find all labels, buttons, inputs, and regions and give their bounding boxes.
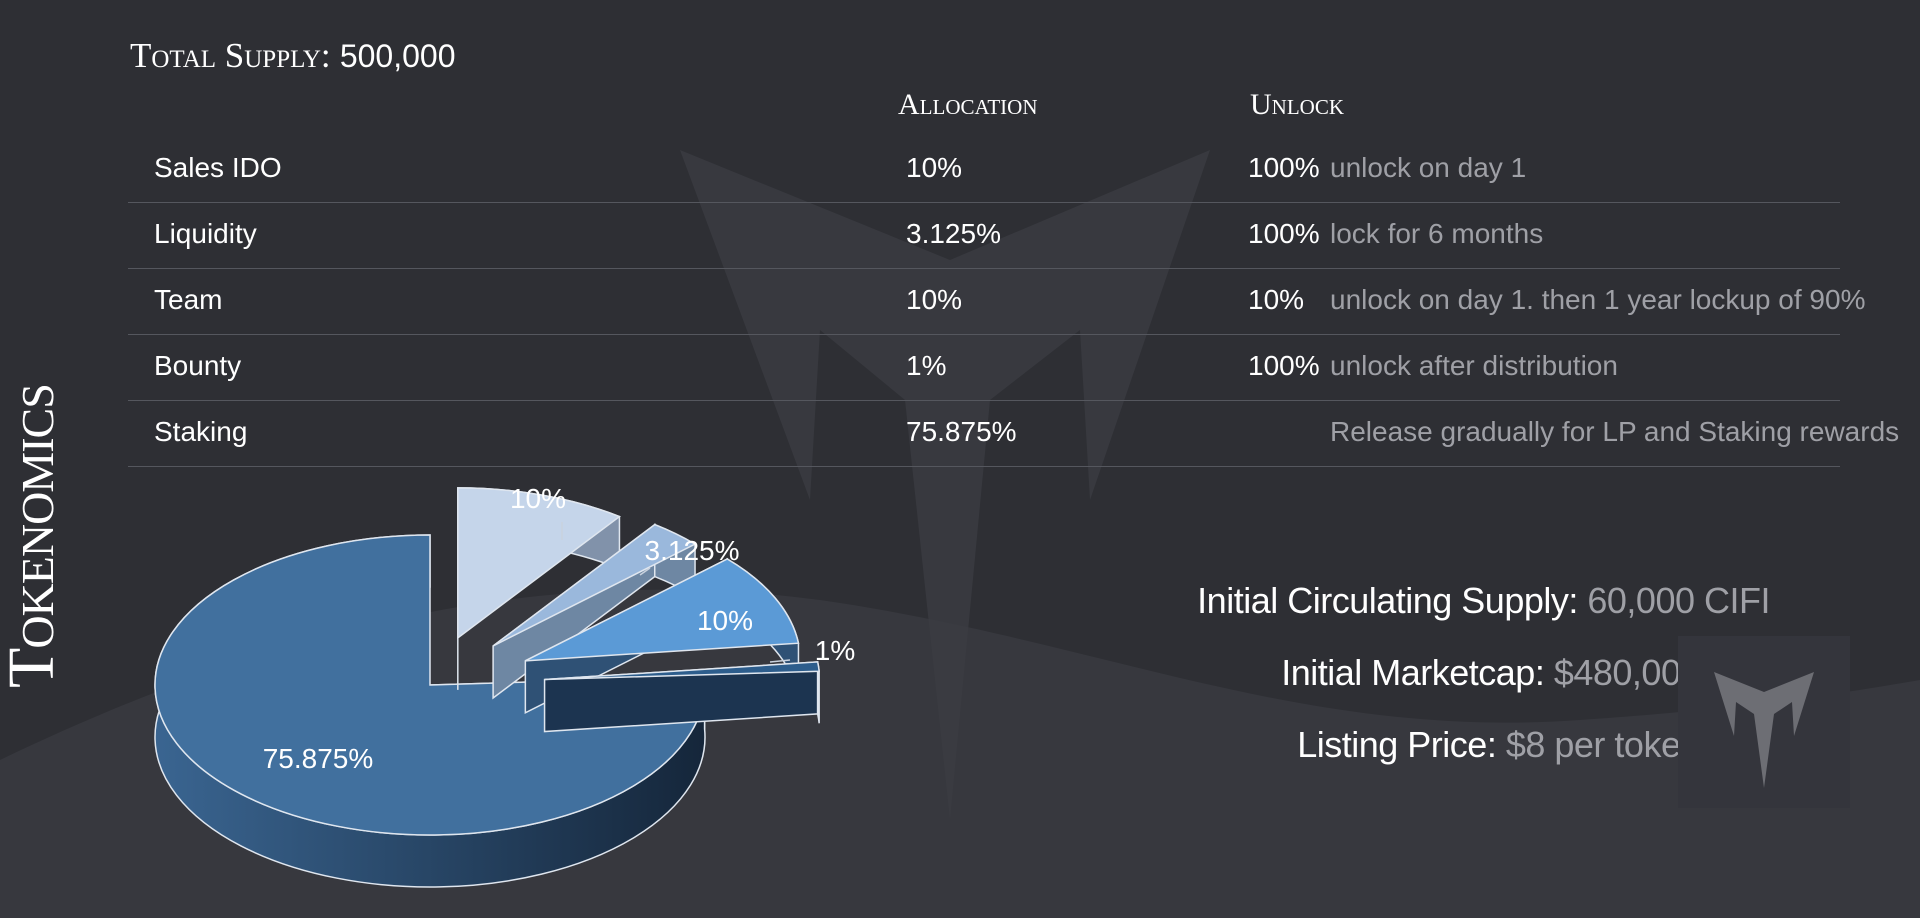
row-unlock-note: unlock on day 1. then 1 year lockup of 9… xyxy=(1330,284,1866,315)
stat-price-label: Listing Price: xyxy=(1297,724,1497,765)
row-unlock-note: unlock after distribution xyxy=(1330,350,1618,381)
row-name: Staking xyxy=(154,416,248,447)
pie-slice-liquidity xyxy=(492,523,697,700)
pie-label: 10% xyxy=(697,605,753,636)
pie-label: 3.125% xyxy=(645,535,740,566)
row-name: Sales IDO xyxy=(154,152,282,183)
row-name: Bounty xyxy=(154,350,242,381)
stat-marketcap: Initial Marketcap: $480,000 xyxy=(1281,652,1700,694)
total-supply-label: Total Supply: xyxy=(130,36,331,75)
stat-marketcap-label: Initial Marketcap: xyxy=(1281,652,1545,693)
row-unlock-note: unlock on day 1 xyxy=(1330,152,1527,183)
brand-logo xyxy=(1678,636,1850,808)
unlock-column-header: Unlock xyxy=(1250,88,1344,121)
pie-slice-bounty xyxy=(543,661,820,733)
row-unlock-pct: 100% xyxy=(1248,152,1320,183)
row-allocation: 10% xyxy=(906,284,963,315)
pie-slice-sales-ido xyxy=(457,487,621,690)
row-allocation: 3.125% xyxy=(906,218,1001,249)
allocation-column-header: Allocation xyxy=(898,88,1038,121)
row-allocation: 75.875% xyxy=(906,416,1017,447)
row-unlock-note: lock for 6 months xyxy=(1330,218,1544,249)
table-row: Sales IDO 10% 100% unlock on day 1 xyxy=(128,136,1840,203)
pie-label: 1% xyxy=(815,635,855,666)
pie-leader-line xyxy=(639,567,651,576)
row-allocation: 10% xyxy=(906,152,963,183)
stat-marketcap-value: $480,000 xyxy=(1553,652,1701,693)
row-unlock-pct: 100% xyxy=(1248,218,1320,249)
table-row: Bounty 1% 100% unlock after distribution xyxy=(128,334,1840,401)
pie-label: 10% xyxy=(510,483,566,514)
brand-logo-icon xyxy=(1714,672,1814,788)
pie-leader-line xyxy=(769,659,791,663)
watermark-logo-icon xyxy=(680,150,1210,820)
stat-circulating-value: 60,000 CIFI xyxy=(1587,580,1770,621)
table-row: Staking 75.875% Release gradually for LP… xyxy=(128,400,1899,467)
row-unlock-note: Release gradually for LP and Staking rew… xyxy=(1330,416,1900,447)
row-unlock-pct: 10% xyxy=(1248,284,1305,315)
stat-listing-price: Listing Price: $8 per token xyxy=(1297,724,1700,766)
pie-tops xyxy=(154,487,820,888)
row-name: Team xyxy=(154,284,223,315)
total-supply-value: 500,000 xyxy=(339,38,456,74)
pie-labels: 10% 3.125% 10% 1% 75.875% xyxy=(263,483,856,774)
row-name: Liquidity xyxy=(154,218,257,249)
stat-circulating-label: Initial Circulating Supply: xyxy=(1197,580,1578,621)
total-supply: Total Supply: 500,000 xyxy=(130,36,456,76)
stat-price-value: $8 per token xyxy=(1505,724,1701,765)
table-row: Team 10% 10% unlock on day 1. then 1 yea… xyxy=(128,268,1865,335)
stat-circulating-supply: Initial Circulating Supply: 60,000 CIFI xyxy=(1197,580,1770,622)
table-row: Liquidity 3.125% 100% lock for 6 months xyxy=(128,202,1840,269)
row-unlock-pct: 100% xyxy=(1248,350,1320,381)
pie-slice-team xyxy=(524,557,800,715)
pie-label: 75.875% xyxy=(263,743,374,774)
row-allocation: 1% xyxy=(906,350,947,381)
